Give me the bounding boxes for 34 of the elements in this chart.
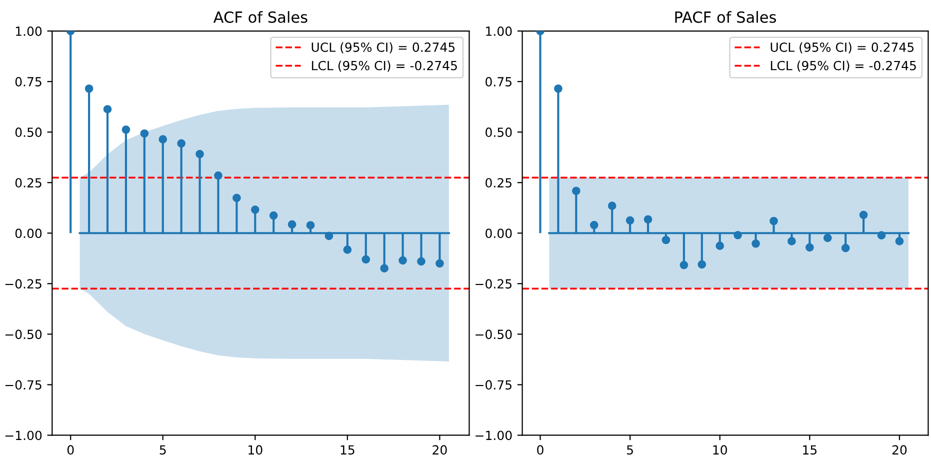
y-tick-label: −0.75	[476, 380, 512, 390]
x-tick-label: 5	[160, 445, 166, 455]
x-tick-label: 0	[67, 445, 74, 455]
x-tick-label: 20	[432, 445, 447, 455]
y-tick-label: 0.75	[15, 77, 42, 86]
y-tick-label: −1.00	[5, 430, 42, 440]
x-tick-label: 15	[803, 445, 817, 455]
y-tick-label: −0.75	[5, 380, 42, 390]
x-tick-label: 10	[713, 445, 727, 455]
y-tick-label: 0.50	[486, 128, 512, 137]
y-tick-label: 0.00	[486, 228, 512, 238]
legend-label: UCL (95% CI) = 0.2745	[312, 42, 455, 54]
y-tick-label: 0.00	[15, 228, 42, 238]
legend-label: LCL (95% CI) = -0.2745	[770, 60, 916, 72]
y-tick-label: −0.50	[476, 330, 512, 340]
y-tick-label: 0.75	[486, 77, 512, 86]
y-tick-label: −0.50	[5, 330, 42, 340]
y-tick-label: 0.25	[15, 178, 42, 188]
y-tick-label: 0.50	[15, 128, 42, 137]
x-tick-label: 15	[340, 445, 354, 455]
x-tick-label: 0	[537, 445, 544, 455]
chart-title: PACF of Sales	[675, 11, 776, 23]
legend-label: UCL (95% CI) = 0.2745	[770, 42, 914, 54]
y-tick-label: 1.00	[16, 26, 42, 36]
y-tick-label: −1.00	[476, 430, 512, 440]
y-tick-label: −0.25	[476, 279, 512, 289]
y-tick-label: −0.25	[5, 279, 42, 289]
x-tick-label: 20	[892, 445, 907, 455]
x-tick-label: 10	[248, 445, 262, 455]
legend-label: LCL (95% CI) = -0.2745	[312, 60, 457, 72]
y-tick-label: 1.00	[486, 26, 512, 36]
x-tick-label: 5	[627, 445, 633, 455]
y-tick-label: 0.25	[486, 178, 512, 188]
chart-title: ACF of Sales	[213, 11, 308, 23]
